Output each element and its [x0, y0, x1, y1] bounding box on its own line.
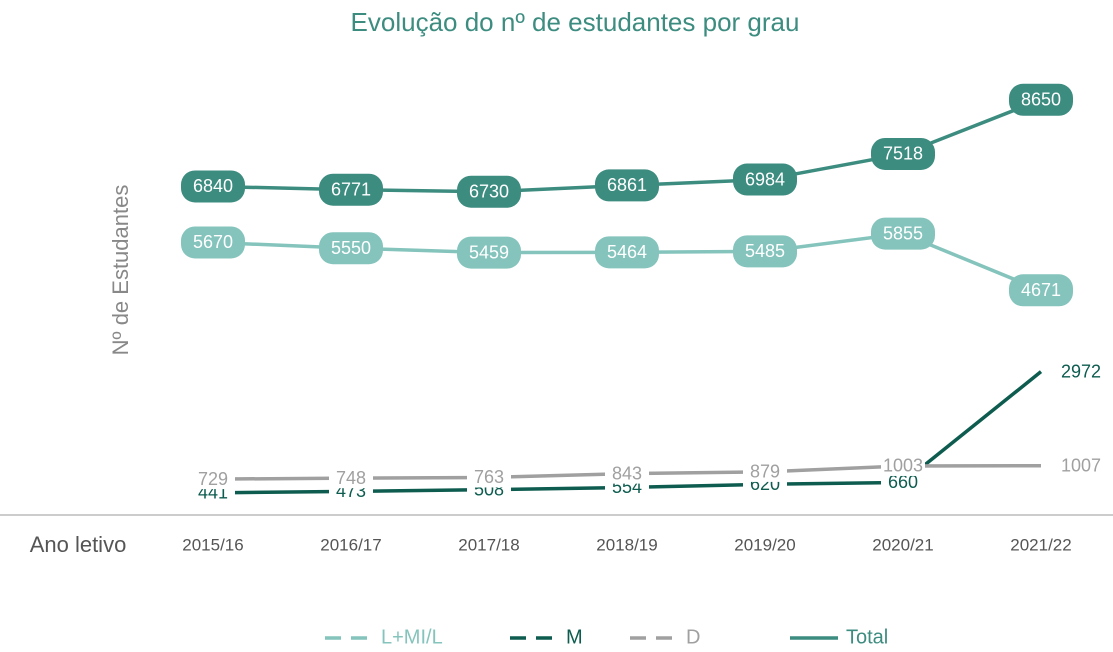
x-tick-label: 2020/21 — [872, 535, 933, 554]
data-label-bg — [1059, 361, 1103, 382]
data-label-box — [871, 217, 935, 250]
data-label: 6840 — [193, 176, 233, 196]
legend-label: L+MI/L — [381, 626, 443, 648]
data-label-bg — [605, 463, 649, 484]
legend-label: Total — [846, 626, 888, 648]
data-label: 4671 — [1021, 280, 1061, 300]
data-label: 2972 — [1061, 361, 1101, 381]
data-label: 5550 — [331, 238, 371, 258]
data-label-bg — [1059, 455, 1103, 476]
data-label: 1003 — [883, 456, 923, 476]
data-label-bg — [881, 455, 925, 476]
data-label-box — [733, 235, 797, 268]
data-label: 843 — [612, 463, 642, 483]
data-label: 879 — [750, 462, 780, 482]
x-tick-label: 2017/18 — [458, 535, 519, 554]
data-label-box — [457, 175, 521, 208]
data-label: 660 — [888, 472, 918, 492]
data-label: 6861 — [607, 175, 647, 195]
legend-label: D — [686, 626, 700, 648]
data-label-box — [595, 169, 659, 202]
legend-label: M — [566, 626, 583, 648]
data-label-box — [595, 236, 659, 269]
data-label-bg — [467, 467, 511, 488]
x-tick-label: 2018/19 — [596, 535, 657, 554]
data-label: 729 — [198, 469, 228, 489]
data-label: 1007 — [1061, 456, 1101, 476]
data-label: 6771 — [331, 179, 371, 199]
chart-title: Evolução do nº de estudantes por grau — [351, 7, 800, 37]
data-label: 5459 — [469, 242, 509, 262]
data-label-box — [319, 232, 383, 265]
x-tick-label: 2019/20 — [734, 535, 795, 554]
data-label-box — [319, 173, 383, 206]
data-label-box — [871, 137, 935, 170]
data-label-box — [1009, 83, 1073, 116]
x-tick-label: 2016/17 — [320, 535, 381, 554]
data-label: 6984 — [745, 169, 785, 189]
data-label: 748 — [336, 468, 366, 488]
x-tick-label: 2015/16 — [182, 535, 243, 554]
data-label: 5670 — [193, 232, 233, 252]
data-label-bg — [743, 461, 787, 482]
x-axis-label: Ano letivo — [30, 532, 127, 557]
data-label-bg — [881, 472, 925, 493]
data-label-box — [181, 170, 245, 203]
data-label-box — [1009, 274, 1073, 307]
data-label: 5855 — [883, 223, 923, 243]
data-label: 8650 — [1021, 90, 1061, 110]
data-label-box — [181, 226, 245, 259]
data-label: 5485 — [745, 241, 785, 261]
data-label-box — [457, 236, 521, 269]
data-label: 763 — [474, 467, 504, 487]
y-axis-label: Nº de Estudantes — [108, 185, 133, 356]
data-label: 5464 — [607, 242, 647, 262]
x-tick-label: 2021/22 — [1010, 535, 1071, 554]
data-label: 7518 — [883, 144, 923, 164]
data-label: 6730 — [469, 181, 509, 201]
data-label-bg — [329, 468, 373, 489]
data-label-bg — [191, 469, 235, 490]
data-label-box — [733, 163, 797, 196]
